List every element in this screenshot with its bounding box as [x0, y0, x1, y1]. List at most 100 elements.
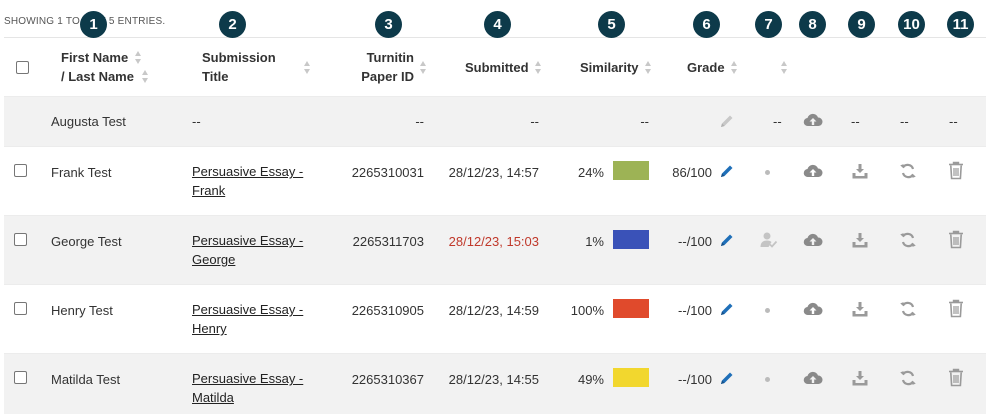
cloud-upload-icon[interactable]: [803, 163, 823, 179]
table-row: Frank Test Persuasive Essay - Frank 2265…: [4, 146, 986, 215]
header-similarity[interactable]: Similarity: [580, 60, 639, 75]
select-all-checkbox[interactable]: [16, 61, 29, 74]
grade-value: --/100: [678, 303, 712, 318]
similarity-color-bar[interactable]: [613, 230, 649, 249]
cloud-upload-icon[interactable]: [803, 301, 823, 317]
submission-title-line2: Henry: [192, 321, 227, 336]
student-name: Matilda Test: [51, 372, 121, 387]
trash-icon[interactable]: [948, 230, 964, 249]
sort-grade-icon[interactable]: [731, 61, 738, 74]
row-select-checkbox[interactable]: [14, 164, 27, 177]
row-select-checkbox[interactable]: [14, 302, 27, 315]
row-select-checkbox[interactable]: [14, 233, 27, 246]
pencil-icon-disabled: [721, 115, 733, 127]
paper-id: 2265310367: [351, 372, 424, 387]
header-submitted[interactable]: Submitted: [465, 60, 529, 75]
row-select-checkbox[interactable]: [14, 371, 27, 384]
callout-marker-8: 8: [799, 11, 826, 38]
sort-submitted-icon[interactable]: [535, 61, 542, 74]
header-name-line1: First Name: [61, 50, 129, 65]
not-viewed-dot: [765, 170, 770, 175]
refresh-icon[interactable]: [899, 300, 917, 318]
header-submission-title[interactable]: Submission Title: [202, 48, 276, 86]
submission-title-line1: Persuasive Essay -: [192, 233, 304, 248]
header-paper-line1: Turnitin: [366, 50, 414, 65]
download-status: --: [851, 114, 860, 129]
similarity-score[interactable]: 24%: [577, 165, 604, 180]
refresh-icon[interactable]: [899, 162, 917, 180]
download-icon[interactable]: [851, 300, 869, 318]
header-paper-id[interactable]: Turnitin Paper ID: [356, 48, 414, 86]
callout-marker-4: 4: [484, 11, 511, 38]
submitted-date: --: [530, 114, 539, 129]
similarity-score[interactable]: 100%: [570, 303, 604, 318]
sort-paper-id-icon[interactable]: [420, 61, 427, 74]
similarity-color-bar[interactable]: [613, 299, 649, 318]
similarity-color-bar[interactable]: [613, 368, 649, 387]
callout-marker-1: 1: [80, 11, 107, 38]
callout-marker-10: 10: [898, 11, 925, 38]
cloud-upload-icon[interactable]: [803, 112, 823, 128]
submission-title-line1: Persuasive Essay -: [192, 164, 304, 179]
header-grade[interactable]: Grade: [687, 60, 725, 75]
sort-viewed-icon[interactable]: [781, 61, 788, 74]
similarity-score[interactable]: 1%: [585, 234, 604, 249]
submission-title: --: [192, 114, 201, 129]
submission-title-line2: George: [192, 252, 236, 267]
submission-title-link[interactable]: Persuasive Essay - Matilda: [192, 369, 303, 407]
pencil-icon[interactable]: [719, 301, 735, 317]
pencil-icon[interactable]: [719, 370, 735, 386]
student-name: Augusta Test: [51, 114, 126, 129]
refresh-icon[interactable]: [899, 231, 917, 249]
table-row: Augusta Test -- -- -- -- -- -- -- --: [4, 96, 986, 146]
submission-title-line2: Matilda: [192, 390, 234, 405]
header-title-line2: Title: [202, 69, 229, 84]
callout-marker-7: 7: [755, 11, 782, 38]
sort-similarity-icon[interactable]: [645, 61, 652, 74]
sort-name-last-icon[interactable]: [142, 70, 149, 83]
paper-id: 2265310905: [351, 303, 424, 318]
pencil-icon[interactable]: [719, 232, 735, 248]
submitted-date-late: 28/12/23, 15:03: [448, 234, 539, 249]
table-header: First Name / Last Name Submission Title …: [4, 37, 986, 96]
download-icon[interactable]: [851, 231, 869, 249]
paper-id: 2265311703: [352, 234, 424, 249]
submitted-date: 28/12/23, 14:55: [448, 372, 539, 387]
not-viewed-dot: [765, 308, 770, 313]
table-row: George Test Persuasive Essay - George 22…: [4, 215, 986, 284]
download-icon[interactable]: [851, 162, 869, 180]
pencil-icon[interactable]: [719, 163, 735, 179]
header-name[interactable]: First Name / Last Name: [61, 48, 134, 86]
trash-icon[interactable]: [948, 368, 964, 387]
grade-value: --/100: [678, 234, 712, 249]
submission-title-line2: Frank: [192, 183, 226, 198]
submission-title-line1: Persuasive Essay -: [192, 302, 304, 317]
submission-title-link[interactable]: Persuasive Essay - George: [192, 231, 303, 269]
submission-title-link[interactable]: Persuasive Essay - Frank: [192, 162, 303, 200]
cloud-upload-icon[interactable]: [803, 232, 823, 248]
not-viewed-dot: [765, 377, 770, 382]
submission-title-link[interactable]: Persuasive Essay - Henry: [192, 300, 303, 338]
sort-title-icon[interactable]: [304, 61, 311, 74]
callout-marker-9: 9: [848, 11, 875, 38]
download-icon[interactable]: [851, 369, 869, 387]
student-name: Henry Test: [51, 303, 113, 318]
table-row: Henry Test Persuasive Essay - Henry 2265…: [4, 284, 986, 353]
trash-icon[interactable]: [948, 299, 964, 318]
similarity-color-bar[interactable]: [613, 161, 649, 180]
similarity-score[interactable]: 49%: [577, 372, 604, 387]
submission-title-line1: Persuasive Essay -: [192, 371, 304, 386]
header-name-line2: / Last Name: [61, 69, 134, 84]
header-paper-line2: Paper ID: [361, 69, 414, 84]
resubmit-status: --: [900, 114, 909, 129]
paper-id: 2265310031: [351, 165, 424, 180]
viewed-status: --: [773, 114, 782, 129]
callout-marker-11: 11: [947, 11, 974, 38]
refresh-icon[interactable]: [899, 369, 917, 387]
header-title-line1: Submission: [202, 50, 276, 65]
trash-icon[interactable]: [948, 161, 964, 180]
sort-name-first-icon[interactable]: [135, 51, 142, 64]
grade-value: --/100: [678, 372, 712, 387]
callout-marker-2: 2: [219, 11, 246, 38]
cloud-upload-icon[interactable]: [803, 370, 823, 386]
